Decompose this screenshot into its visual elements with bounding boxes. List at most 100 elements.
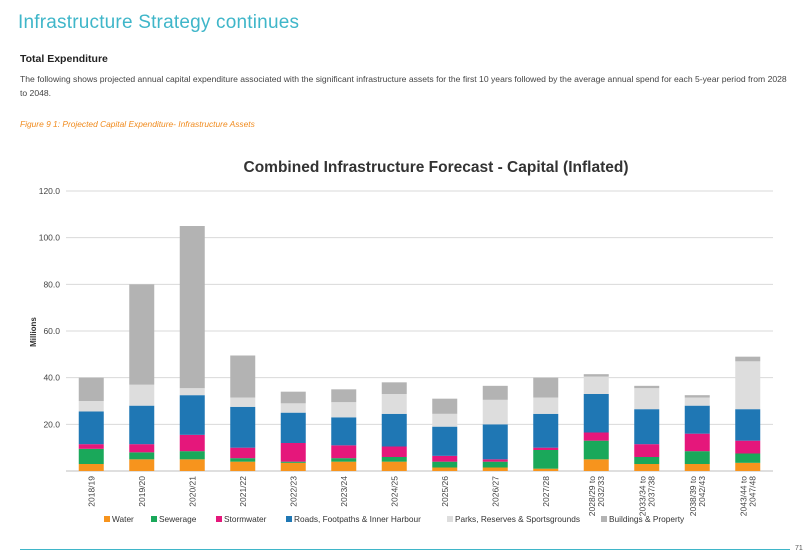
bar-segment-roads-footpaths-inner-harbour <box>78 411 104 445</box>
bar-segment-water <box>78 464 104 471</box>
bar-segment-parks-reserves-sportsgrounds <box>735 361 761 410</box>
bar-segment-stormwater <box>280 443 306 462</box>
bar-segment-water <box>280 462 306 471</box>
bar-segment-water <box>129 459 155 471</box>
bar-segment-stormwater <box>684 433 710 452</box>
page-heading: Infrastructure Strategy continues <box>18 12 300 33</box>
x-tick-label-line: 2022/23 <box>288 476 298 507</box>
x-tick-label-line: 2021/22 <box>238 476 248 507</box>
y-tick-label: 20.0 <box>43 419 60 429</box>
bar-segment-roads-footpaths-inner-harbour <box>230 406 256 448</box>
bar-stack <box>482 385 508 471</box>
x-tick-label-line: 2033/34 to <box>637 476 647 516</box>
legend-swatch <box>286 516 292 522</box>
bar-segment-buildings-property <box>230 355 256 398</box>
bar-segment-parks-reserves-sportsgrounds <box>381 394 407 414</box>
bar-segment-buildings-property <box>129 284 155 385</box>
bar-segment-stormwater <box>735 440 761 454</box>
bar-segment-stormwater <box>129 444 155 453</box>
bar-segment-buildings-property <box>684 395 710 398</box>
bar-segment-water <box>432 467 458 471</box>
footer-rule <box>20 549 790 550</box>
x-tick-label: 2033/34 to 2037/38 <box>637 476 656 516</box>
bar-segment-roads-footpaths-inner-harbour <box>129 405 155 445</box>
bar-segment-stormwater <box>634 444 660 457</box>
section-title: Total Expenditure <box>20 53 108 65</box>
x-tick-label-line: 2027/28 <box>541 476 551 507</box>
page-number: 71 <box>795 545 803 552</box>
bar-segment-parks-reserves-sportsgrounds <box>684 397 710 406</box>
bar-segment-roads-footpaths-inner-harbour <box>381 413 407 447</box>
bar-stack <box>684 395 710 471</box>
x-tick-label-line: 2037/38 <box>646 476 656 507</box>
legend-swatch <box>151 516 157 522</box>
intro-paragraph: The following shows projected annual cap… <box>20 74 787 98</box>
y-tick-label: 80.0 <box>43 279 60 289</box>
bar-segment-roads-footpaths-inner-harbour <box>280 412 306 443</box>
bar-segment-water <box>179 459 205 471</box>
bar-segment-stormwater <box>78 444 104 449</box>
bar-stack <box>735 356 761 471</box>
bar-stack <box>129 284 155 471</box>
bar-stack <box>179 226 205 471</box>
bar-segment-sewerage <box>78 448 104 464</box>
bar-segment-roads-footpaths-inner-harbour <box>583 394 609 433</box>
legend-item: Water <box>104 514 134 524</box>
bar-stack <box>381 382 407 471</box>
bar-segment-parks-reserves-sportsgrounds <box>331 402 357 418</box>
x-tick-label: 2043/44 to 2047/48 <box>738 476 757 516</box>
bar-segment-roads-footpaths-inner-harbour <box>179 395 205 435</box>
x-tick-label-line: 2042/43 <box>697 476 707 507</box>
bar-segment-stormwater <box>230 447 256 459</box>
bar-segment-water <box>381 461 407 471</box>
bar-segment-sewerage <box>179 451 205 460</box>
legend: Water Sewerage Stormwater Roads, Footpaths … <box>104 514 685 524</box>
legend-swatch <box>447 516 453 522</box>
bar-stack <box>78 377 104 471</box>
bar-segment-water <box>533 468 559 471</box>
bar-segment-water <box>230 461 256 471</box>
legend-label: Stormwater <box>224 514 267 524</box>
x-tick-label-line: 2025/26 <box>440 476 450 507</box>
bar-segment-sewerage <box>735 453 761 463</box>
bar-segment-buildings-property <box>735 356 761 362</box>
x-tick-labels: 2018/19 2019/20 2020/21 2021/22 2022/23 2023/… <box>86 476 757 516</box>
x-tick-label-line: 2043/44 to <box>738 476 748 516</box>
bar-segment-water <box>331 461 357 471</box>
bar-segment-buildings-property <box>583 374 609 377</box>
bar-segment-parks-reserves-sportsgrounds <box>583 376 609 394</box>
bar-stack <box>634 385 660 471</box>
bar-stack <box>583 374 609 471</box>
bar-stack <box>533 377 559 471</box>
legend-item: Sewerage <box>151 514 197 524</box>
y-tick-label: 60.0 <box>43 326 60 336</box>
x-tick-label: 2024/25 <box>389 476 399 507</box>
x-tick-label: 2022/23 <box>288 476 298 507</box>
x-tick-label-line: 2019/20 <box>137 476 147 507</box>
bar-segment-buildings-property <box>432 398 458 414</box>
gridlines <box>66 190 773 472</box>
bar-stack <box>432 398 458 471</box>
legend-swatch <box>601 516 607 522</box>
bar-segment-water <box>735 462 761 471</box>
legend-label: Parks, Reserves & Sportsgrounds <box>455 514 580 524</box>
bar-segment-roads-footpaths-inner-harbour <box>684 405 710 434</box>
bar-stack <box>280 391 306 471</box>
bar-segment-roads-footpaths-inner-harbour <box>482 424 508 460</box>
x-tick-label: 2019/20 <box>137 476 147 507</box>
bar-segment-stormwater <box>381 446 407 457</box>
x-tick-label-line: 2020/21 <box>187 476 197 507</box>
bar-segment-parks-reserves-sportsgrounds <box>482 399 508 425</box>
bar-segment-sewerage <box>331 458 357 462</box>
bar-segment-parks-reserves-sportsgrounds <box>634 388 660 410</box>
x-tick-label: 2025/26 <box>440 476 450 507</box>
bar-segment-parks-reserves-sportsgrounds <box>78 401 104 412</box>
bar-segment-sewerage <box>482 461 508 468</box>
bar-segment-water <box>684 464 710 471</box>
y-tick-label: 40.0 <box>43 373 60 383</box>
bar-segment-sewerage <box>230 458 256 462</box>
bar-segment-roads-footpaths-inner-harbour <box>735 409 761 441</box>
bar-segment-sewerage <box>381 457 407 462</box>
legend-label: Sewerage <box>159 514 197 524</box>
bar-segment-sewerage <box>583 440 609 460</box>
